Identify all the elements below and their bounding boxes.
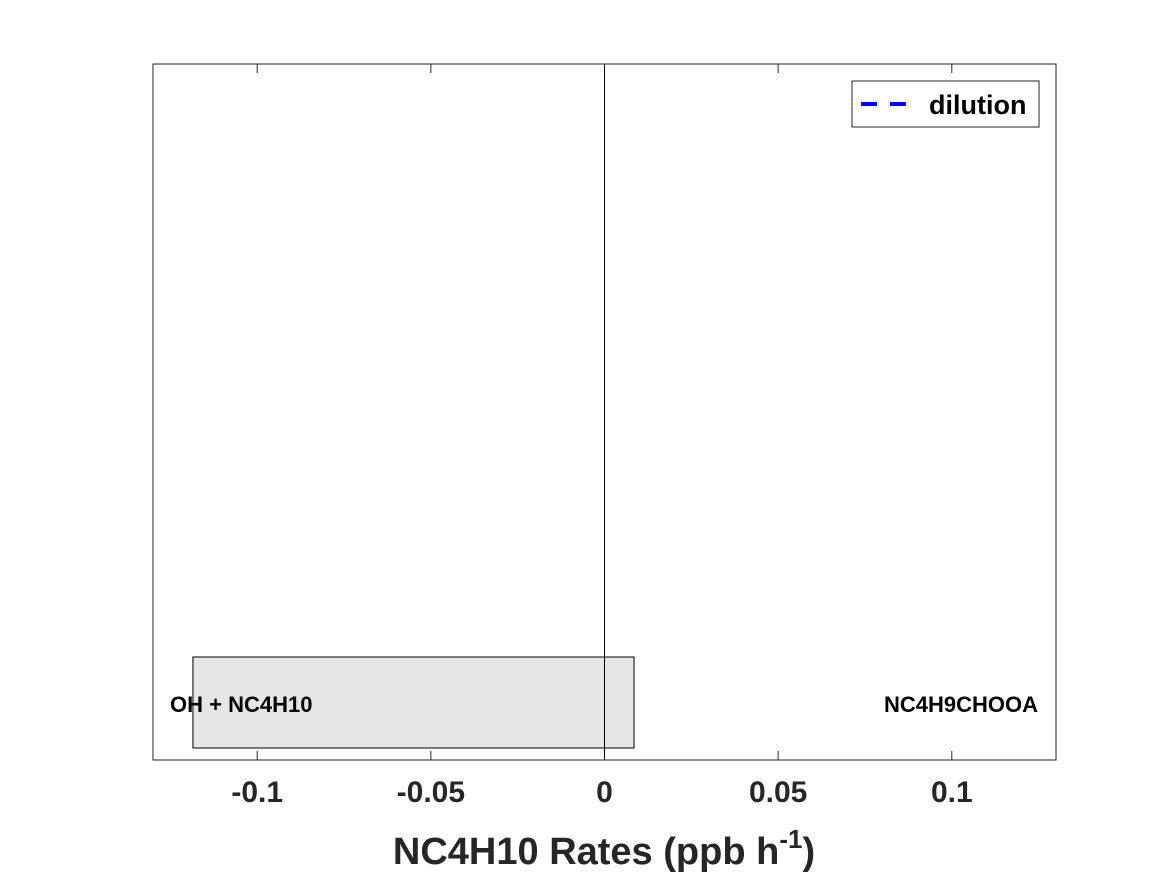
legend-dilution-label: dilution [929,90,1026,120]
bar-negative-label: OH + NC4H10 [170,692,312,717]
x-tick-labels: -0.1 -0.05 0 0.05 0.1 [231,776,972,809]
x-tick-label: -0.05 [397,776,465,809]
x-tick-label: 0 [596,776,613,809]
x-axis-label-suffix: ) [802,831,815,873]
x-axis-label-superscript: -1 [779,824,802,854]
bar-0 [192,656,635,749]
x-axis-label-main: NC4H10 Rates (ppb h [393,831,779,873]
x-tick-label: 0.05 [749,776,807,809]
x-tick-label: 0.1 [931,776,973,809]
x-tick-label: -0.1 [231,776,283,809]
legend-box [851,80,1040,128]
bars: OH + NC4H10 NC4H9CHOOA [170,656,1038,749]
legend: dilution [851,80,1040,128]
bar-positive-label: NC4H9CHOOA [884,692,1038,717]
x-axis-label: NC4H10 Rates (ppb h-1) [393,824,815,873]
